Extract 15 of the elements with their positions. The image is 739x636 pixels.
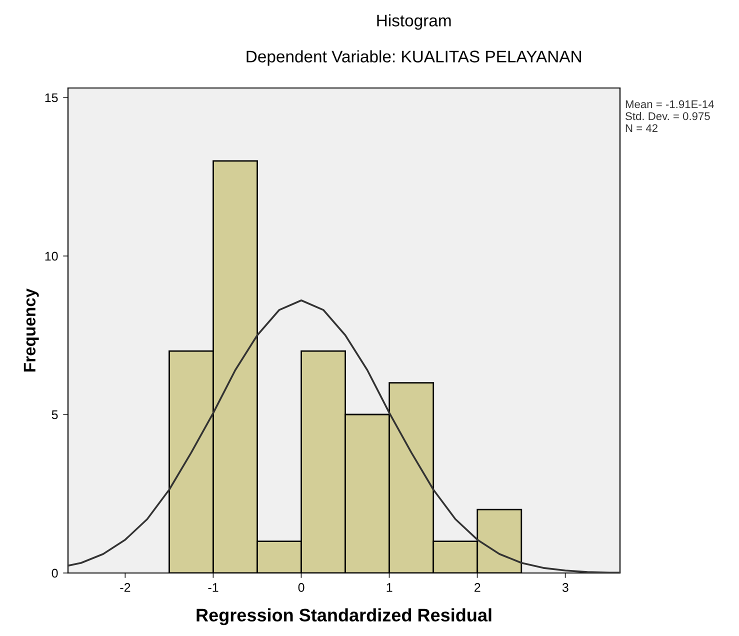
x-tick-label: 1 bbox=[386, 583, 392, 592]
y-axis-title: Frequency bbox=[24, 288, 39, 372]
x-tick-label: -2 bbox=[120, 583, 130, 592]
x-tick-label: 3 bbox=[562, 583, 568, 592]
x-tick-label: -1 bbox=[208, 583, 218, 592]
y-tick-label: 10 bbox=[45, 252, 58, 261]
chart-subtitle: Dependent Variable: KUALITAS PELAYANAN bbox=[246, 50, 581, 66]
y-tick-label: 0 bbox=[52, 568, 58, 578]
x-axis-title: Regression Standardized Residual bbox=[196, 608, 492, 626]
x-tick-label: 0 bbox=[298, 583, 304, 592]
y-tick-label: 15 bbox=[45, 93, 58, 102]
chart-title: Histogram bbox=[377, 14, 451, 30]
x-tick-label: 2 bbox=[474, 583, 480, 592]
y-tick-label: 5 bbox=[52, 410, 58, 420]
text: Mean = -1.91E-14 Std. Dev. = 0.975 N = 42 bbox=[626, 100, 714, 132]
